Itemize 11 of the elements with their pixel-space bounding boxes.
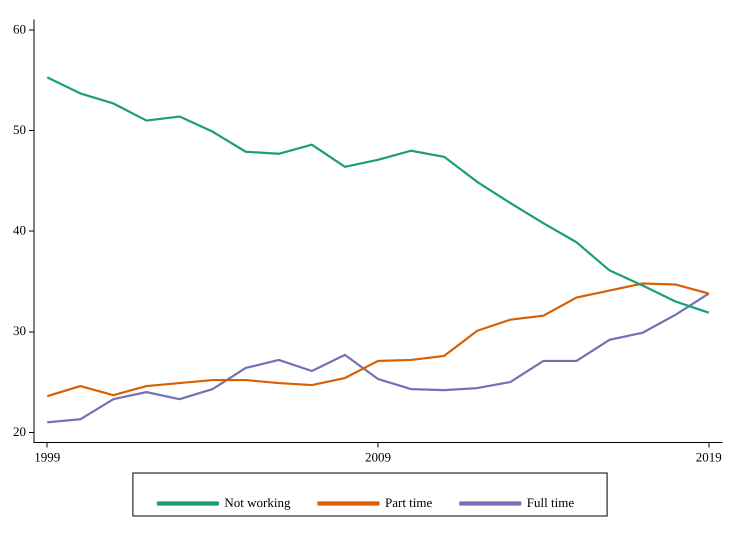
x-tick-label: 2009 [365, 450, 391, 465]
y-tick-label: 60 [13, 21, 26, 36]
legend-label: Part time [384, 494, 433, 510]
y-tick-label: 20 [13, 424, 26, 439]
y-tick-label: 50 [13, 122, 26, 138]
x-tick-label: 2019 [696, 450, 722, 465]
y-tick-label: 40 [13, 222, 26, 238]
y-tick-label: 30 [13, 323, 26, 338]
legend-label: Not working [224, 494, 291, 510]
x-tick-label: 1999 [34, 450, 60, 465]
legend-label: Full time [526, 494, 574, 510]
